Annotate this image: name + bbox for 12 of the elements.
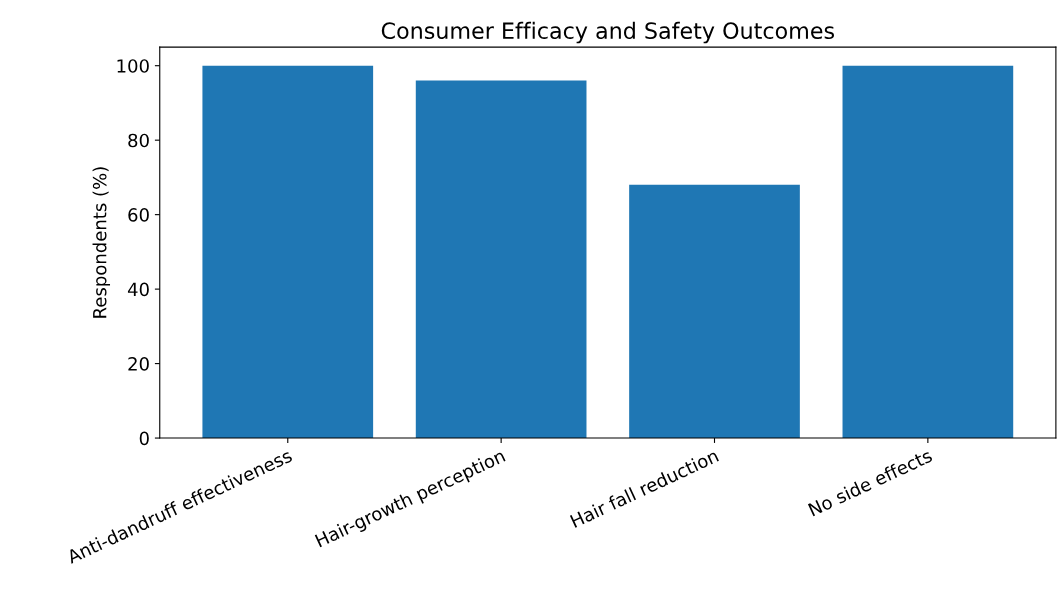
y-tick-label: 0 [139,431,149,446]
bar [629,184,800,439]
chart-title: Consumer Efficacy and Safety Outcomes [381,21,834,44]
y-axis-title: Respondents (%) [92,167,111,318]
y-tick-label: 80 [128,133,149,148]
bar [415,80,587,439]
y-tick-label: 20 [128,357,149,371]
y-tick-label: 60 [128,208,149,222]
bar [202,65,374,439]
y-tick-label: 40 [127,282,149,297]
bar [842,65,1014,439]
y-tick-label: 100 [117,59,149,73]
